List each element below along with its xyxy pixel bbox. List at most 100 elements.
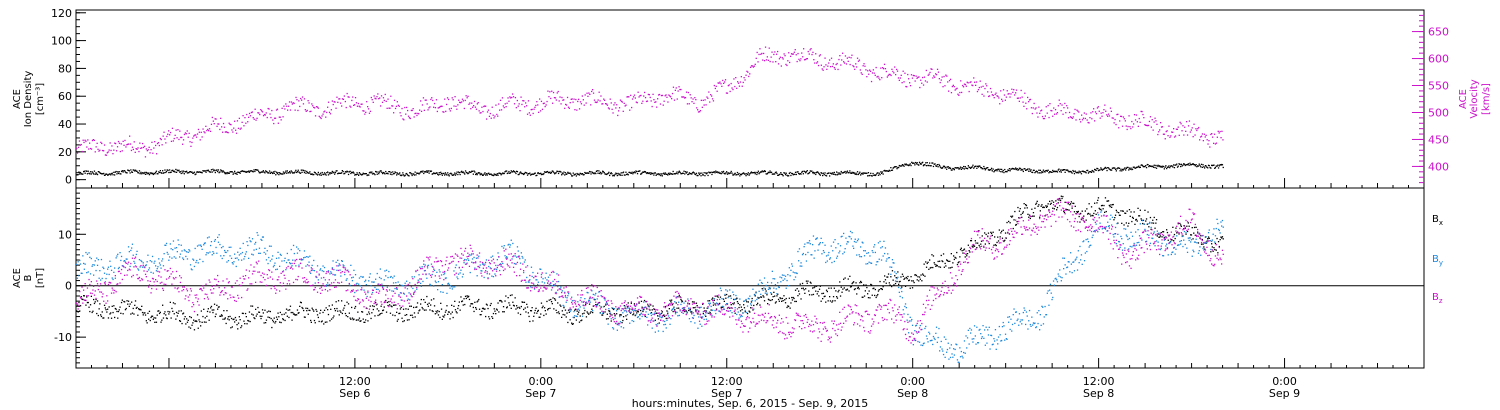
velocity-point bbox=[1011, 88, 1013, 90]
density-point bbox=[706, 172, 708, 174]
bx-point bbox=[911, 280, 913, 282]
bx-point bbox=[1045, 205, 1047, 207]
density-point bbox=[299, 172, 301, 174]
bx-point bbox=[151, 315, 154, 317]
density-point bbox=[488, 172, 490, 174]
velocity-point bbox=[97, 148, 99, 150]
density-point bbox=[689, 173, 691, 175]
by-point bbox=[316, 276, 318, 279]
velocity-point bbox=[398, 105, 400, 107]
velocity-point bbox=[328, 111, 331, 113]
velocity-point bbox=[1006, 90, 1008, 92]
by-point bbox=[463, 262, 465, 264]
bx-point bbox=[470, 303, 472, 305]
velocity-point bbox=[899, 77, 901, 79]
velocity-point bbox=[812, 51, 814, 53]
velocity-point bbox=[1081, 119, 1084, 121]
velocity-point bbox=[618, 110, 620, 112]
density-point bbox=[1005, 170, 1007, 173]
density-point bbox=[363, 173, 365, 175]
bx-point bbox=[816, 293, 818, 295]
by-point bbox=[430, 284, 432, 286]
bx-point bbox=[977, 230, 980, 232]
density-point bbox=[376, 173, 378, 175]
velocity-point bbox=[1103, 109, 1105, 111]
by-point bbox=[276, 268, 278, 270]
bx-point bbox=[153, 317, 155, 319]
bx-point bbox=[823, 295, 825, 298]
velocity-point bbox=[1046, 112, 1048, 114]
bx-point bbox=[274, 322, 276, 324]
bx-point bbox=[1137, 207, 1139, 209]
velocity-point bbox=[875, 66, 877, 69]
by-point bbox=[344, 273, 346, 276]
bx-point bbox=[865, 284, 867, 286]
velocity-point bbox=[141, 147, 143, 149]
density-point bbox=[237, 171, 239, 173]
density-point bbox=[753, 171, 756, 174]
bx-point bbox=[799, 283, 801, 285]
velocity-point bbox=[613, 104, 615, 106]
density-point bbox=[1018, 167, 1021, 169]
velocity-point bbox=[488, 115, 491, 117]
density-point bbox=[462, 171, 464, 173]
bx-point bbox=[663, 314, 665, 316]
density-point bbox=[1139, 166, 1141, 168]
density-point bbox=[531, 173, 533, 175]
bx-point bbox=[1142, 222, 1144, 225]
bx-point bbox=[296, 309, 299, 311]
bx-point bbox=[429, 309, 431, 311]
bx-point bbox=[654, 319, 656, 321]
by-point bbox=[89, 273, 92, 275]
density-point bbox=[1063, 169, 1066, 171]
by-point bbox=[364, 280, 366, 283]
velocity-point bbox=[1060, 110, 1062, 112]
bx-point bbox=[729, 307, 731, 309]
density-point bbox=[1222, 166, 1224, 169]
bx-point bbox=[123, 300, 125, 303]
velocity-point bbox=[247, 121, 249, 123]
bx-point bbox=[277, 312, 279, 314]
velocity-point bbox=[169, 134, 171, 136]
bx-point bbox=[372, 308, 374, 311]
bx-point bbox=[389, 312, 392, 314]
velocity-point bbox=[643, 95, 645, 97]
velocity-point bbox=[457, 104, 459, 106]
velocity-point bbox=[591, 90, 593, 93]
density-point bbox=[887, 170, 889, 172]
velocity-point bbox=[362, 110, 364, 112]
density-point bbox=[1035, 171, 1037, 173]
velocity-point bbox=[366, 101, 368, 103]
density-point bbox=[912, 162, 914, 164]
velocity-point bbox=[860, 72, 862, 74]
bx-point bbox=[107, 317, 110, 319]
bx-point bbox=[452, 316, 454, 319]
bx-point bbox=[569, 319, 571, 321]
velocity-point bbox=[550, 97, 552, 100]
density-point bbox=[879, 174, 881, 176]
top-panel-frame bbox=[75, 9, 1425, 189]
bx-point bbox=[303, 316, 306, 318]
density-point bbox=[672, 170, 674, 173]
bx-point bbox=[775, 301, 777, 303]
density-point bbox=[550, 172, 552, 174]
density-point bbox=[500, 174, 502, 176]
density-point bbox=[808, 171, 811, 174]
bx-point bbox=[1138, 215, 1141, 217]
bx-point bbox=[272, 321, 275, 323]
bx-point bbox=[261, 315, 263, 317]
density-point bbox=[671, 173, 674, 175]
velocity-point bbox=[178, 138, 180, 141]
bx-point bbox=[508, 302, 510, 304]
bx-point bbox=[198, 319, 200, 321]
velocity-point bbox=[489, 112, 491, 115]
velocity-point bbox=[252, 117, 254, 119]
density-point bbox=[433, 172, 436, 175]
bx-point bbox=[785, 297, 787, 300]
density-point bbox=[352, 171, 354, 173]
density-point bbox=[536, 174, 538, 176]
density-point bbox=[905, 163, 907, 165]
density-point bbox=[255, 169, 257, 171]
density-point bbox=[368, 174, 370, 176]
density-point bbox=[185, 171, 187, 173]
